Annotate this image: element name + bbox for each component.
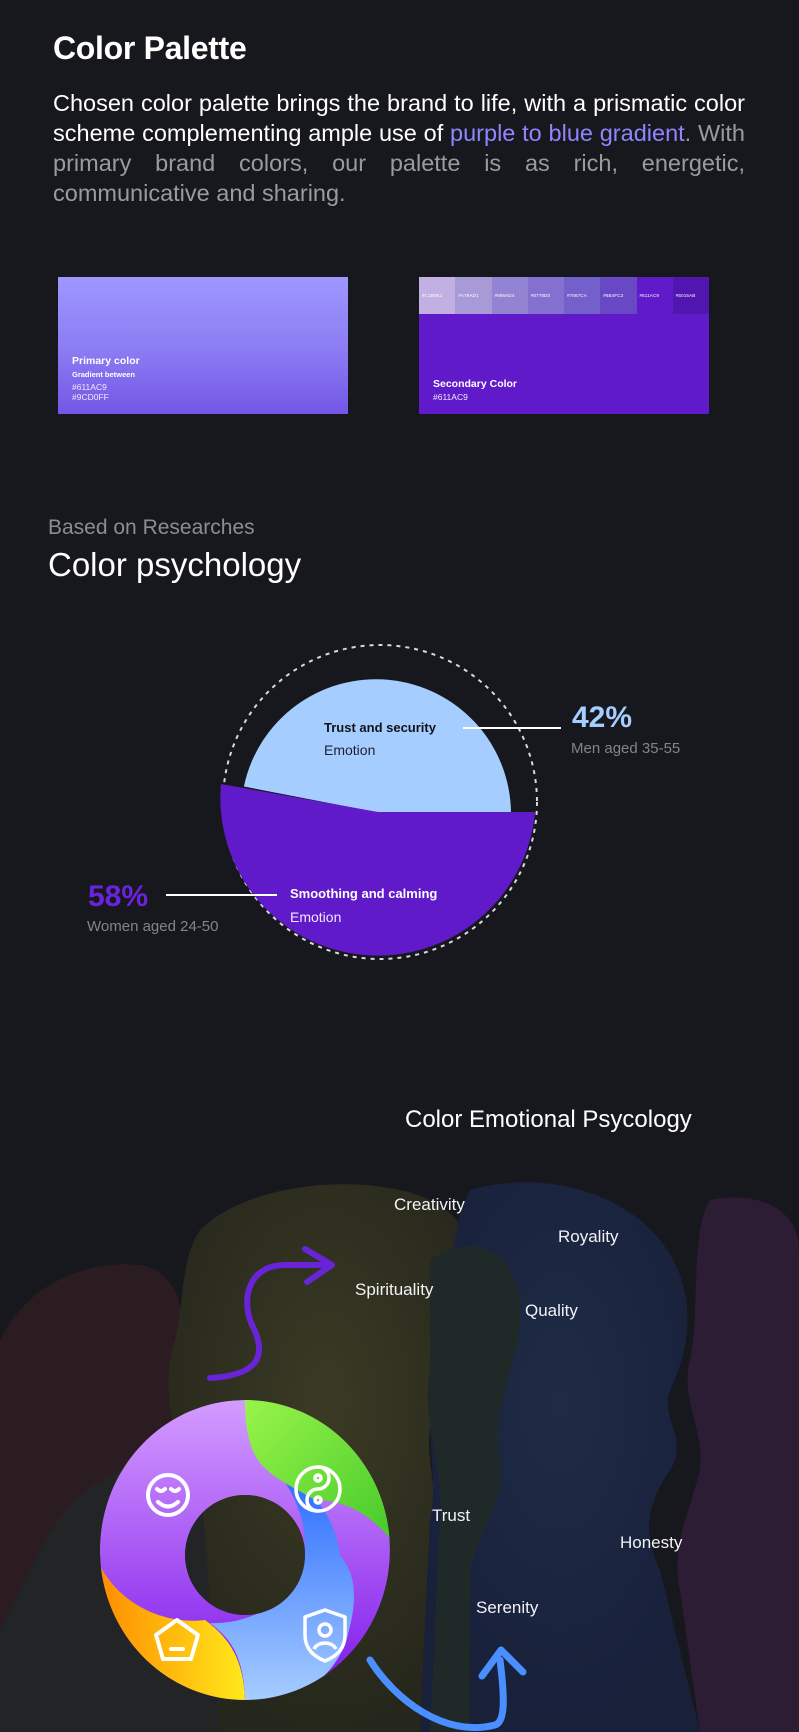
purple-arrow-icon xyxy=(207,1246,335,1381)
intro-text-white: Chosen color palette brings the brand to… xyxy=(53,90,745,146)
pie-dashed-outline xyxy=(222,644,538,960)
secondary-color-card: #C1B0E1 #A79AD1 #998AD4 #8778D0 #7867CA … xyxy=(419,277,709,414)
swatch-8: #5015AB xyxy=(672,277,709,314)
wheel-segment-blue xyxy=(210,1475,355,1700)
yin-yang-icon xyxy=(294,1465,342,1513)
swatch-7: #611AC9 xyxy=(636,277,673,314)
emotional-title: Color Emotional Psycology xyxy=(405,1106,692,1133)
primary-card-hex-2: #9CD0FF xyxy=(72,392,109,402)
swatch-2: #A79AD1 xyxy=(455,277,492,314)
swatch-3: #998AD4 xyxy=(491,277,528,314)
word-honesty: Honesty xyxy=(620,1533,683,1552)
swatch-5: #7867CA xyxy=(564,277,601,314)
swatch-row: #C1B0E1 #A79AD1 #998AD4 #8778D0 #7867CA … xyxy=(419,277,709,314)
intro-highlight: purple to blue gradient xyxy=(450,120,685,146)
purple-percent: 58% xyxy=(88,880,149,913)
smiley-icon xyxy=(146,1473,190,1517)
swatch-1: #C1B0E1 xyxy=(419,277,456,314)
blue-arrow-icon xyxy=(366,1646,527,1732)
word-spirituality: Spirituality xyxy=(355,1280,434,1299)
purple-audience: Women aged 24-50 xyxy=(87,918,219,935)
psychology-eyebrow: Based on Researches xyxy=(48,516,255,539)
word-serenity: Serenity xyxy=(476,1598,539,1617)
pentagon-face-icon xyxy=(154,1618,200,1661)
word-royality: Royality xyxy=(558,1227,619,1246)
primary-card-subtitle: Gradient between xyxy=(72,370,135,379)
primary-card-title: Primary color xyxy=(72,355,140,367)
blue-audience: Men aged 35-55 xyxy=(571,740,681,757)
purple-segment-label: Smoothing and calming xyxy=(290,886,438,901)
emotion-wheel xyxy=(99,1400,390,1700)
palette-title: Color Palette xyxy=(53,30,247,66)
secondary-card-hex: #611AC9 xyxy=(433,392,468,402)
primary-card-hex-1: #611AC9 xyxy=(72,382,107,392)
blue-segment-sub: Emotion xyxy=(324,742,376,758)
blue-segment-label: Trust and security xyxy=(324,720,436,735)
shield-user-icon xyxy=(303,1608,347,1663)
word-creativity: Creativity xyxy=(394,1195,465,1214)
primary-color-card: Primary color Gradient between #611AC9 #… xyxy=(58,277,348,414)
intro-text-gray: . With primary brand colors, our palette… xyxy=(53,120,745,206)
swatch-6: #6B4FC2 xyxy=(600,277,637,314)
silhouette-magenta xyxy=(677,1197,799,1732)
word-trust: Trust xyxy=(432,1506,471,1525)
pie-segment-purple xyxy=(220,784,536,956)
word-quality: Quality xyxy=(525,1301,578,1320)
pie-segment-blue xyxy=(244,679,511,812)
psychology-title: Color psychology xyxy=(48,546,302,583)
palette-intro: Chosen color palette brings the brand to… xyxy=(53,88,745,208)
secondary-card-title: Secondary Color xyxy=(433,378,518,390)
blue-percent: 42% xyxy=(572,701,633,734)
psychology-pie-chart xyxy=(166,644,561,960)
purple-segment-sub: Emotion xyxy=(290,909,342,925)
swatch-4: #8778D0 xyxy=(527,277,564,314)
